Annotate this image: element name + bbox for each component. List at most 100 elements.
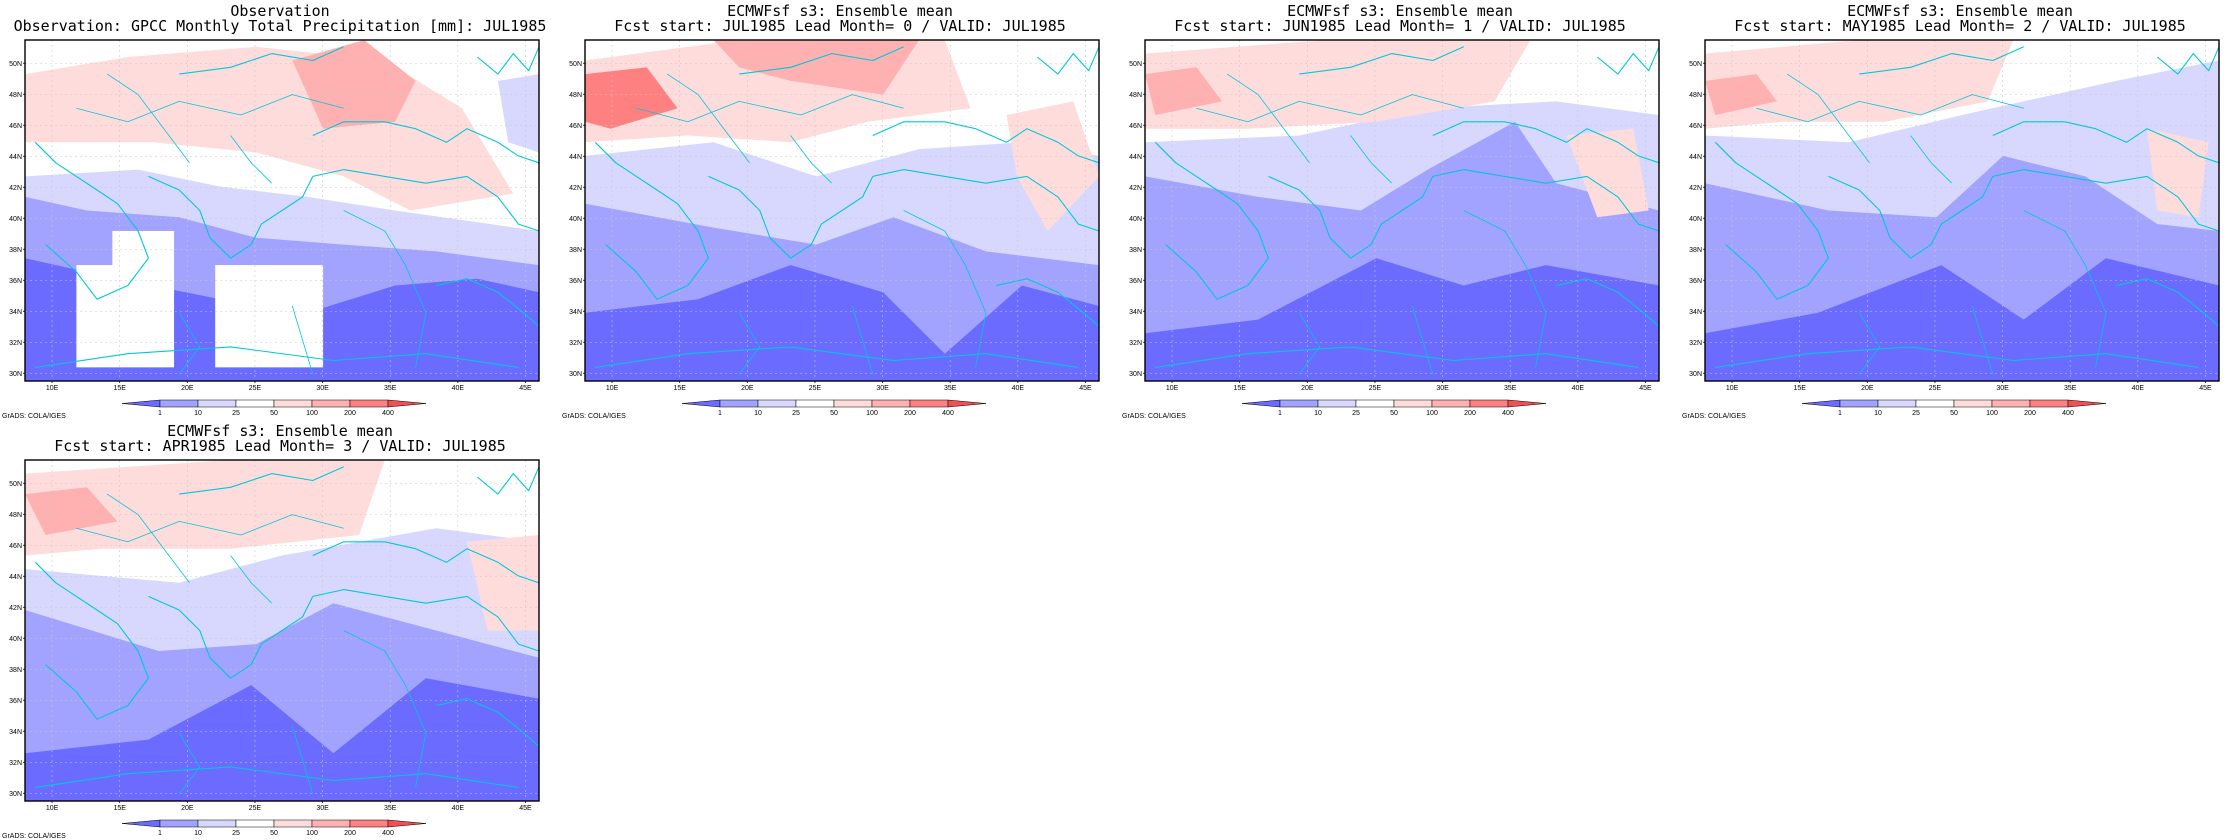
colorbar-segment <box>311 399 351 408</box>
border-line <box>1971 305 1994 375</box>
y-tick-label: 42N <box>9 185 22 192</box>
coastline <box>148 595 314 679</box>
colorbar-segment <box>197 819 237 828</box>
colorbar-segment <box>235 819 275 828</box>
colorbar-segment <box>833 399 873 408</box>
x-tick-label: 25E <box>1369 385 1382 392</box>
colorbar-segment <box>159 819 199 828</box>
y-tick-label: 40N <box>569 216 582 223</box>
colorbar-label: 50 <box>1390 410 1398 417</box>
x-tick-label: 20E <box>741 385 754 392</box>
coastline <box>1432 169 1660 232</box>
x-tick-label: 20E <box>181 385 194 392</box>
border-line <box>2023 210 2107 368</box>
x-tick-label: 45E <box>519 385 532 392</box>
border-line <box>1463 210 1547 368</box>
coastline <box>35 346 519 368</box>
coastlines <box>1714 46 2220 375</box>
y-tick-label: 48N <box>1129 92 1142 99</box>
y-tick-label: 32N <box>9 340 22 347</box>
x-tick-label: 35E <box>1504 385 1517 392</box>
border-line <box>178 732 201 795</box>
x-tick-label: 15E <box>113 385 126 392</box>
y-tick-label: 32N <box>569 340 582 347</box>
colorbar-label: 25 <box>232 830 240 837</box>
coastlines <box>594 46 1100 375</box>
x-tick-label: 35E <box>384 805 397 812</box>
precip-region-dry3 <box>25 678 539 801</box>
colorbar-segment <box>1431 399 1471 408</box>
border-line <box>1298 312 1321 375</box>
coastline <box>872 121 1100 164</box>
border-line <box>230 135 272 184</box>
coastline <box>1155 346 1639 368</box>
coastline <box>312 121 540 164</box>
colorbar-label: 10 <box>754 410 762 417</box>
y-tick-label: 46N <box>9 123 22 130</box>
coastline <box>594 141 709 300</box>
y-tick-label: 36N <box>9 278 22 285</box>
precip-region-wet2 <box>25 487 118 535</box>
precip-map: 10E 15E 20E 25E 30E 35E 40E 45E 30N 32N 34N 36N 38N 4… <box>1129 39 1660 417</box>
x-tick-label: 10E <box>1166 385 1179 392</box>
x-tick-label: 45E <box>2199 385 2212 392</box>
coastline <box>312 589 540 652</box>
colorbar-label: 10 <box>194 830 202 837</box>
precip-region-wet2 <box>713 40 920 95</box>
coastline <box>595 346 1079 368</box>
coastline <box>1828 175 1994 259</box>
colorbar-segment <box>1393 399 1433 408</box>
colorbar-segment <box>2029 399 2069 408</box>
chart-panel-lead-1: 10E 15E 20E 25E 30E 35E 40E 45E 30N 32N 34N 36N 38N 4… <box>1120 0 1680 420</box>
y-tick-label: 42N <box>1689 185 1702 192</box>
y-tick-label: 48N <box>569 92 582 99</box>
chart-panel-lead-2: 10E 15E 20E 25E 30E 35E 40E 45E 30N 32N 34N 36N 38N 4… <box>1680 0 2240 420</box>
colorbar-label: 50 <box>1950 410 1958 417</box>
x-tick-label: 35E <box>944 385 957 392</box>
colorbar-segment <box>273 399 313 408</box>
precip-region-wet2 <box>292 40 416 129</box>
y-tick-label: 34N <box>1689 309 1702 316</box>
y-tick-label: 30N <box>9 371 22 378</box>
y-tick-label: 42N <box>9 605 22 612</box>
colorbar-segment <box>1507 399 1547 408</box>
y-tick-label: 46N <box>9 543 22 550</box>
chart-credit: GrADS: COLA/IGES <box>1122 413 1186 420</box>
colorbar-segment <box>1279 399 1319 408</box>
coastline <box>872 169 1100 232</box>
y-tick-label: 30N <box>1689 371 1702 378</box>
y-tick-label: 44N <box>9 574 22 581</box>
chart-credit: GrADS: COLA/IGES <box>1682 413 1746 420</box>
border-line <box>106 73 190 164</box>
colorbar-segment <box>681 399 721 408</box>
y-tick-label: 50N <box>9 481 22 488</box>
border-line <box>76 514 344 543</box>
precip-region-wet2 <box>1145 67 1223 115</box>
x-tick-label: 10E <box>1726 385 1739 392</box>
x-tick-label: 30E <box>876 385 889 392</box>
x-tick-label: 45E <box>1079 385 1092 392</box>
coastlines <box>1154 46 1660 375</box>
y-tick-label: 36N <box>569 278 582 285</box>
coastline <box>312 169 540 232</box>
coastline <box>148 175 314 259</box>
colorbar-segment <box>159 399 199 408</box>
chart-credit: GrADS: COLA/IGES <box>562 413 626 420</box>
x-tick-label: 40E <box>1572 385 1585 392</box>
colorbar: 1 10 25 50 100 200 400 <box>121 399 427 417</box>
precip-map: 10E 15E 20E 25E 30E 35E 40E 45E 30N 32N 34N 36N 38N 4… <box>1689 39 2220 417</box>
border-line <box>106 493 190 584</box>
coastline <box>1036 46 1100 75</box>
y-tick-label: 36N <box>1129 278 1142 285</box>
coastline <box>436 698 540 747</box>
colorbar-label: 10 <box>1314 410 1322 417</box>
precip-region-wet2 <box>1705 74 1777 115</box>
y-tick-label: 30N <box>9 791 22 798</box>
colorbar-label: 50 <box>270 830 278 837</box>
colorbar-segment <box>1241 399 1281 408</box>
y-tick-label: 36N <box>1689 278 1702 285</box>
x-tick-label: 25E <box>249 385 262 392</box>
y-tick-label: 44N <box>1129 154 1142 161</box>
precip-map: 10E 15E 20E 25E 30E 35E 40E 45E 30N 32N 34N 36N 38N 4… <box>9 459 540 837</box>
precip-region-dry3 <box>1145 258 1659 381</box>
